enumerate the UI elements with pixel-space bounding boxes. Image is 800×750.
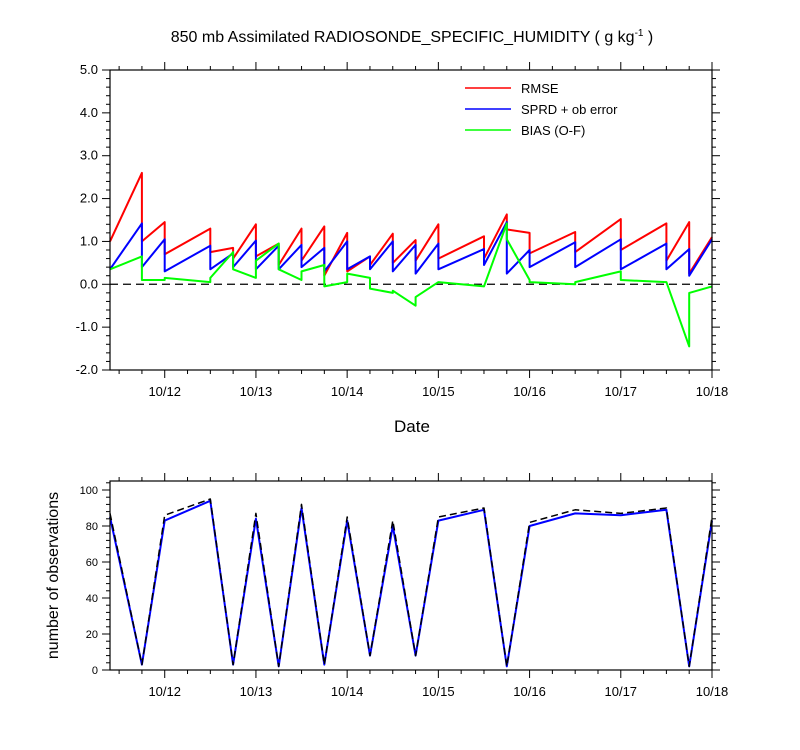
top-xtick-label: 10/18 bbox=[696, 384, 729, 399]
bottom-ytick-label: 100 bbox=[80, 485, 98, 497]
top-ytick-label: 2.0 bbox=[80, 191, 98, 206]
top-xlabel: Date bbox=[394, 417, 430, 436]
legend-label-2: BIAS (O-F) bbox=[521, 123, 585, 138]
top-ytick-label: -1.0 bbox=[76, 319, 98, 334]
legend-label-0: RMSE bbox=[521, 81, 559, 96]
chart-title-text: 850 mb Assimilated RADIOSONDE_SPECIFIC_H… bbox=[171, 29, 635, 46]
bottom-series-line-0 bbox=[109, 499, 713, 668]
bottom-ytick-label: 40 bbox=[86, 593, 98, 605]
top-xtick-label: 10/15 bbox=[422, 384, 455, 399]
top-xtick-label: 10/12 bbox=[148, 384, 181, 399]
legend-label-1: SPRD + ob error bbox=[521, 102, 618, 117]
bottom-xtick-label: 10/18 bbox=[696, 684, 729, 699]
top-ytick-label: 3.0 bbox=[80, 148, 98, 163]
top-xtick-label: 10/17 bbox=[605, 384, 638, 399]
bottom-ytick-label: 80 bbox=[86, 521, 98, 533]
bottom-ytick-label: 0 bbox=[92, 665, 98, 677]
top-series-line-0 bbox=[109, 171, 713, 277]
top-series-line-2 bbox=[109, 222, 713, 348]
bottom-plot-frame bbox=[109, 480, 713, 671]
bottom-ytick-label: 60 bbox=[86, 557, 98, 569]
bottom-xtick-label: 10/13 bbox=[240, 684, 273, 699]
top-xtick-label: 10/14 bbox=[331, 384, 364, 399]
top-xtick-label: 10/16 bbox=[513, 384, 546, 399]
top-plot-frame bbox=[109, 69, 713, 371]
top-ytick-label: 1.0 bbox=[80, 233, 98, 248]
bottom-plot: 0 20 40 60 80 100 10/12 10/13 10/14 10/15 10/16 10/… bbox=[45, 473, 728, 699]
bottom-xtick-label: 10/16 bbox=[513, 684, 546, 699]
bottom-xtick-label: 10/17 bbox=[605, 684, 638, 699]
bottom-ytick-label: 20 bbox=[86, 629, 98, 641]
chart-title-superscript: -1 bbox=[635, 28, 644, 39]
top-ytick-label: 4.0 bbox=[80, 105, 98, 120]
chart-title: 850 mb Assimilated RADIOSONDE_SPECIFIC_H… bbox=[171, 28, 654, 46]
bottom-series-line-1 bbox=[109, 498, 713, 668]
top-plot: -2.0 -1.0 0.0 1.0 2.0 3.0 4.0 5.0 10/12 10/13 10/1… bbox=[76, 62, 729, 399]
top-ytick-label: 0.0 bbox=[80, 276, 98, 291]
bottom-xtick-label: 10/12 bbox=[148, 684, 181, 699]
top-xtick-label: 10/13 bbox=[240, 384, 273, 399]
bottom-ylabel: number of observations bbox=[45, 492, 62, 659]
top-ytick-label: -2.0 bbox=[76, 362, 98, 377]
bottom-xtick-label: 10/15 bbox=[422, 684, 455, 699]
chart-title-end: ) bbox=[643, 29, 653, 46]
top-ytick-label: 5.0 bbox=[80, 62, 98, 77]
bottom-xtick-label: 10/14 bbox=[331, 684, 364, 699]
